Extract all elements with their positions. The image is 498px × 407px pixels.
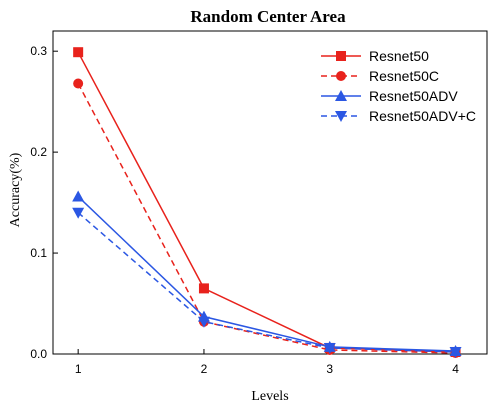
plot-area-frame	[52, 30, 488, 355]
y-tick-label: 0.0	[30, 347, 47, 361]
data-point	[198, 283, 209, 294]
data-point	[323, 342, 336, 354]
y-tick-label: 0.1	[30, 246, 47, 260]
data-point	[197, 316, 210, 328]
legend-swatch-marker	[336, 51, 346, 61]
series-line	[77, 51, 456, 353]
chart-title: Random Center Area	[190, 7, 346, 26]
axes: 0.0 0.1 0.2 0.3 1 2 3 4	[30, 44, 459, 376]
x-tick-label: 3	[326, 362, 333, 376]
legend: Resnet50 Resnet50C Resnet50ADV Resnet50ADV+…	[321, 48, 476, 124]
y-tick-label: 0.2	[30, 145, 47, 159]
data-point	[72, 190, 85, 202]
series-resnet50adv-c	[72, 207, 462, 358]
x-tick-label: 4	[452, 362, 459, 376]
series-resnet50adv	[72, 190, 462, 356]
x-axis-label: Levels	[251, 389, 288, 404]
series-line	[77, 195, 456, 352]
data-point	[73, 47, 84, 58]
legend-swatch-marker	[336, 71, 346, 81]
legend-item: Resnet50ADV	[321, 88, 458, 104]
legend-label: Resnet50	[369, 48, 429, 64]
x-tick-label: 1	[75, 362, 82, 376]
legend-item: Resnet50ADV+C	[321, 108, 476, 124]
series-line	[77, 212, 456, 353]
series-line	[77, 83, 456, 354]
legend-label: Resnet50C	[369, 68, 439, 84]
legend-item: Resnet50	[321, 48, 429, 64]
legend-label: Resnet50ADV+C	[369, 108, 476, 124]
legend-item: Resnet50C	[321, 68, 439, 84]
legend-swatch-marker	[335, 90, 347, 101]
legend-label: Resnet50ADV	[369, 88, 458, 104]
x-tick-label: 2	[201, 362, 208, 376]
data-point	[72, 207, 85, 219]
y-tick-label: 0.3	[30, 44, 47, 58]
data-point	[73, 78, 84, 89]
legend-swatch-marker	[335, 111, 347, 122]
y-axis-label: Accuracy(%)	[8, 152, 23, 227]
series-group	[72, 47, 462, 358]
data-point	[449, 346, 462, 358]
